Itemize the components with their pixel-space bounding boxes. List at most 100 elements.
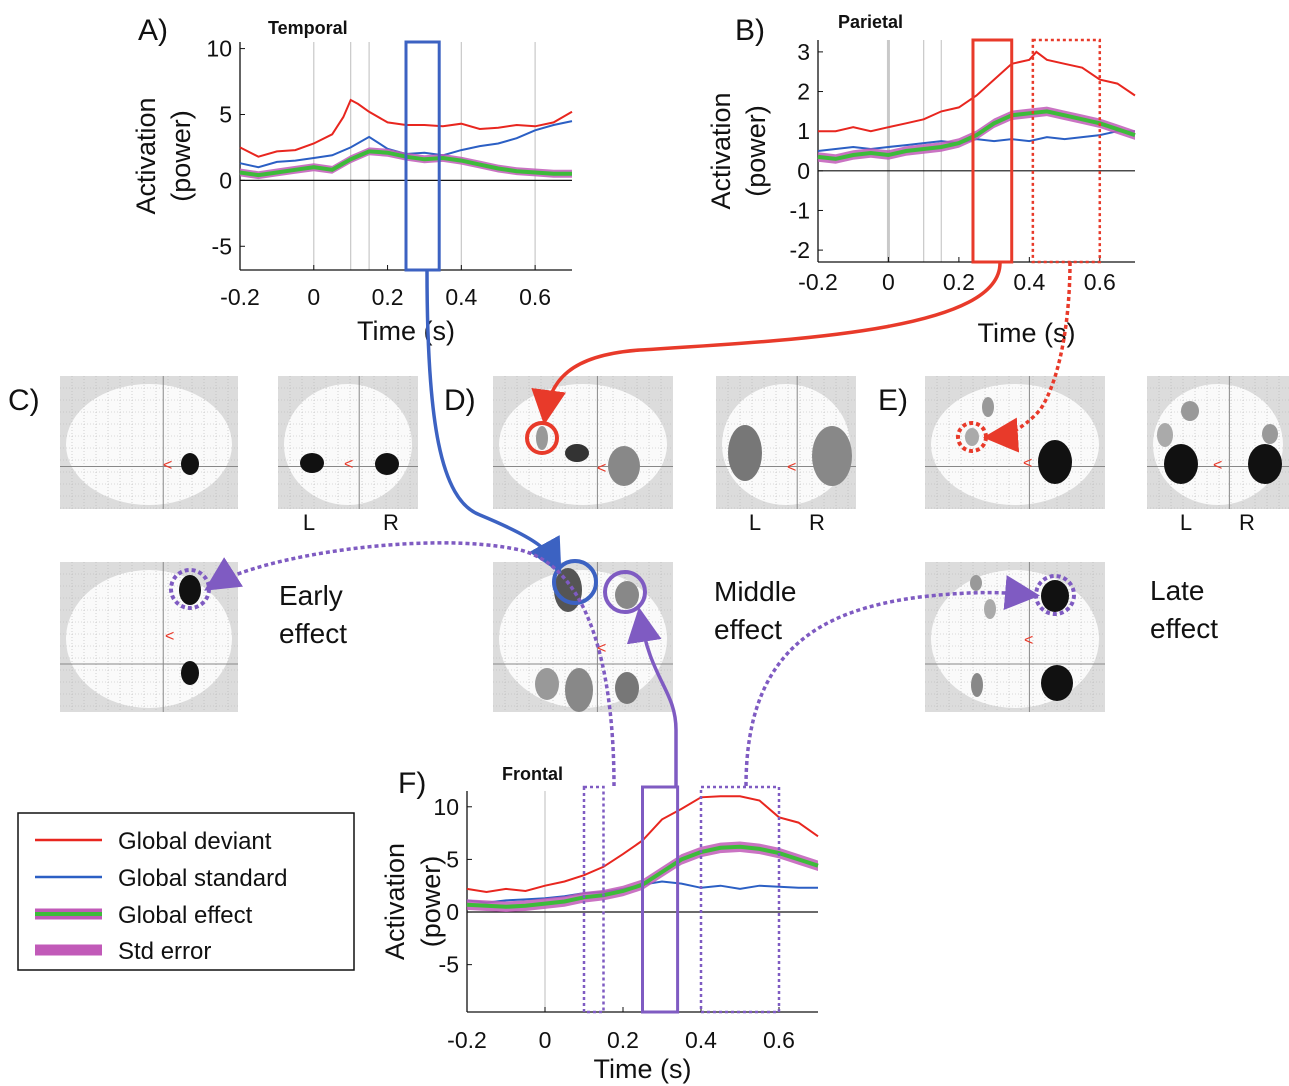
y-tick-label: -2	[790, 237, 810, 263]
brain-glass-maps: < < < < < < < < <	[60, 376, 1289, 712]
panel-letter-c: C)	[8, 384, 40, 417]
chart-title: Parietal	[838, 12, 903, 32]
series-line-global-effect	[818, 111, 1135, 158]
panel-letter-d: D)	[444, 384, 476, 417]
legend: Global deviant Global standard Global ef…	[18, 813, 354, 970]
brain-outline	[931, 384, 1099, 505]
activation-blob	[970, 575, 982, 591]
activation-blob	[1041, 665, 1073, 701]
activation-blob	[179, 575, 201, 605]
brain-outline	[499, 384, 667, 505]
brain-outline	[66, 384, 232, 505]
panel-letter-a: A)	[138, 14, 168, 47]
legend-label-effect: Global effect	[118, 902, 253, 929]
activation-blob	[536, 426, 548, 450]
activation-blob	[1038, 440, 1072, 484]
activation-blob	[971, 673, 983, 697]
x-tick-label: 0.6	[763, 1027, 795, 1053]
cursor-marker: <	[1023, 455, 1032, 472]
activation-blob	[728, 425, 762, 481]
x-tick-label: 0.2	[943, 269, 975, 295]
map-c-coronal: <	[278, 376, 418, 509]
y-axis-label: Activation	[706, 92, 736, 209]
cursor-marker: <	[787, 459, 796, 476]
middle-effect-label-2: effect	[714, 614, 782, 645]
activation-blob	[1164, 444, 1198, 484]
x-tick-label: 0.2	[372, 284, 404, 310]
y-tick-label: 5	[219, 101, 232, 127]
activation-blob	[1041, 580, 1069, 612]
y-axis-label-unit: (power)	[741, 105, 771, 197]
y-axis-label: Activation	[380, 843, 410, 960]
x-axis-label: Time (s)	[594, 1054, 692, 1084]
x-tick-label: 0	[539, 1027, 552, 1053]
chart-title: Frontal	[502, 764, 563, 784]
map-e-sagittal: <	[925, 376, 1105, 509]
cursor-marker: <	[1024, 632, 1033, 649]
hemisphere-right-label-c: R	[383, 510, 399, 535]
activation-blob	[615, 581, 639, 609]
activation-blob	[535, 668, 559, 700]
activation-blob	[300, 453, 324, 473]
activation-blob	[554, 568, 582, 612]
legend-label-standard: Global standard	[118, 865, 287, 892]
activation-blob	[812, 426, 852, 486]
activation-blob	[982, 397, 994, 417]
y-tick-label: -5	[439, 952, 459, 978]
hemisphere-right-label-d: R	[809, 510, 825, 535]
map-d-coronal: <	[716, 376, 856, 509]
y-tick-label: 0	[446, 899, 459, 925]
x-tick-label: 0	[307, 284, 320, 310]
x-tick-label: 0.2	[607, 1027, 639, 1053]
x-tick-label: 0.6	[519, 284, 551, 310]
x-tick-label: 0	[882, 269, 895, 295]
x-tick-label: 0.4	[685, 1027, 717, 1053]
y-axis-label-unit: (power)	[416, 856, 446, 948]
hemisphere-right-label-e: R	[1239, 510, 1255, 535]
activation-blob	[965, 428, 979, 446]
cursor-marker: <	[344, 456, 353, 473]
activation-blob	[565, 668, 593, 712]
activation-blob	[1157, 423, 1173, 447]
activation-blob	[565, 444, 589, 462]
cursor-marker: <	[597, 460, 606, 477]
x-tick-label: 0.6	[1084, 269, 1116, 295]
y-tick-label: 10	[206, 36, 232, 62]
late-effect-label-2: effect	[1150, 613, 1218, 644]
highlight-box-dotted	[701, 787, 779, 1012]
map-d-sagittal: <	[493, 376, 673, 509]
y-tick-label: 2	[797, 79, 810, 105]
y-tick-label: 5	[446, 846, 459, 872]
cursor-marker: <	[1213, 457, 1222, 474]
activation-blob	[984, 599, 996, 619]
x-tick-label: 0.4	[1013, 269, 1045, 295]
activation-blob	[181, 661, 199, 685]
y-tick-label: 1	[797, 118, 810, 144]
legend-label-deviant: Global deviant	[118, 828, 272, 855]
y-tick-label: 0	[219, 167, 232, 193]
y-tick-label: -1	[790, 197, 810, 223]
x-tick-label: 0.4	[445, 284, 477, 310]
activation-blob	[615, 672, 639, 704]
cursor-marker: <	[163, 457, 172, 474]
parietal-chart: -0.2 0 0.2 0.4 0.6 -2 -1 0 1 2 3 Parietal Activation…	[706, 12, 1135, 348]
y-axis-label: Activation	[131, 97, 161, 214]
map-e-axial: <	[925, 562, 1105, 712]
x-axis-label: Time (s)	[978, 318, 1076, 348]
hemisphere-left-label-e: L	[1180, 510, 1192, 535]
middle-effect-label-1: Middle	[714, 576, 796, 607]
x-axis-label: Time (s)	[357, 316, 455, 346]
activation-blob	[375, 453, 399, 475]
map-c-sagittal: <	[60, 376, 238, 509]
y-tick-label: -5	[212, 233, 232, 259]
panel-letter-f: F)	[398, 767, 426, 800]
cursor-marker: <	[165, 628, 174, 645]
cursor-marker: <	[597, 640, 606, 657]
legend-label-stderr: Std error	[118, 938, 211, 965]
frontal-chart: -0.2 0 0.2 0.4 0.6 -5 0 5 10 Frontal Activation (po…	[380, 764, 818, 1084]
y-tick-label: 3	[797, 39, 810, 65]
panel-letter-e: E)	[878, 384, 908, 417]
x-tick-label: -0.2	[798, 269, 838, 295]
early-effect-label-2: effect	[279, 618, 347, 649]
